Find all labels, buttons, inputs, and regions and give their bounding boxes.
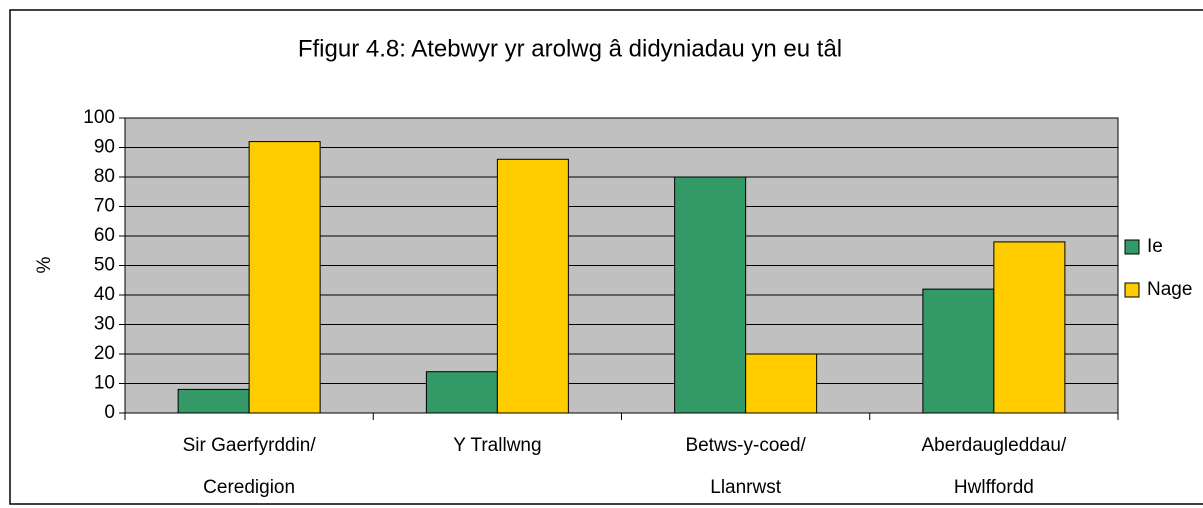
- x-tick-label: Sir Gaerfyrddin/: [183, 435, 317, 456]
- y-tick-label: 80: [94, 166, 115, 187]
- y-tick-label: 40: [94, 284, 115, 305]
- x-tick-label: Llanrwst: [710, 477, 781, 498]
- bar: [674, 176, 747, 414]
- x-tick-label: Hwlffordd: [954, 477, 1034, 498]
- bar: [496, 158, 569, 414]
- y-tick-label: 100: [83, 107, 115, 128]
- legend-label: Ie: [1147, 236, 1163, 257]
- x-tick-label: Aberdaugleddau/: [922, 435, 1067, 456]
- bar: [922, 288, 995, 414]
- bar: [425, 371, 498, 414]
- legend-swatch: [1124, 239, 1140, 255]
- y-tick-label: 30: [94, 314, 115, 335]
- x-tick-label: Ceredigion: [203, 477, 295, 498]
- y-tick-label: 10: [94, 373, 115, 394]
- y-tick-label: 0: [104, 402, 115, 423]
- y-tick-label: 50: [94, 255, 115, 276]
- bar: [248, 141, 321, 414]
- legend-swatch: [1124, 282, 1140, 298]
- bar: [177, 388, 250, 414]
- y-axis-label: %: [34, 256, 55, 273]
- bar: [745, 353, 818, 414]
- chart-title: Ffigur 4.8: Atebwyr yr arolwg â didyniad…: [298, 35, 842, 62]
- x-tick-label: Betws-y-coed/: [685, 435, 806, 456]
- legend-label: Nage: [1147, 279, 1192, 300]
- y-tick-label: 20: [94, 343, 115, 364]
- y-tick-label: 90: [94, 137, 115, 158]
- x-tick-label: Y Trallwng: [453, 435, 541, 456]
- bar: [993, 241, 1066, 414]
- y-tick-label: 70: [94, 196, 115, 217]
- y-tick-label: 60: [94, 225, 115, 246]
